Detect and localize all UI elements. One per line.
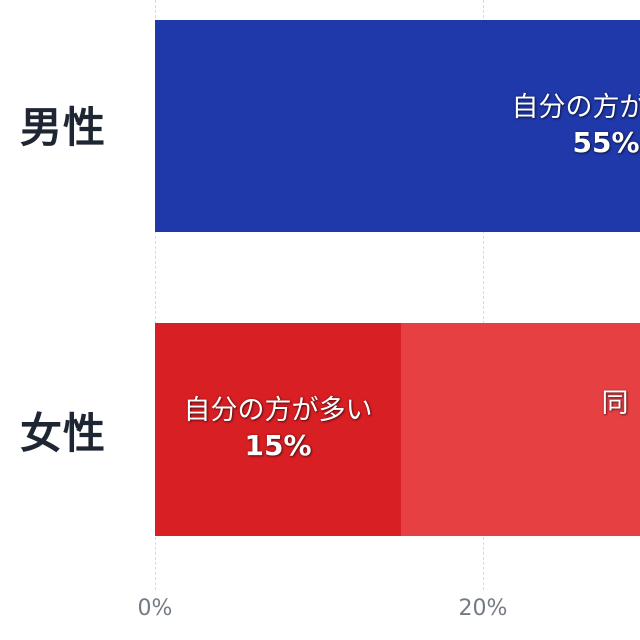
segment-value: 55% [572, 125, 640, 159]
segment-male-self-more[interactable]: 自分の方が多い 55% [155, 20, 640, 232]
gridline-20 [483, 0, 484, 590]
bar-female: 自分の方が多い 15% 同 [155, 323, 640, 536]
segment-female-self-more[interactable]: 自分の方が多い 15% [155, 323, 401, 536]
gridline-0 [155, 0, 156, 590]
bar-male: 自分の方が多い 55% [155, 20, 640, 232]
segment-label: 同 [601, 388, 629, 419]
segment-label: 自分の方が多い [183, 395, 373, 427]
tick-label-20: 20% [458, 596, 508, 621]
segment-female-same[interactable]: 同 [401, 323, 640, 536]
segment-label: 自分の方が多い [511, 91, 640, 123]
category-label-female: 女性 [20, 409, 107, 458]
tick-label-0: 0% [137, 596, 173, 621]
category-label-male: 男性 [20, 103, 107, 152]
segment-value: 15% [244, 429, 312, 463]
